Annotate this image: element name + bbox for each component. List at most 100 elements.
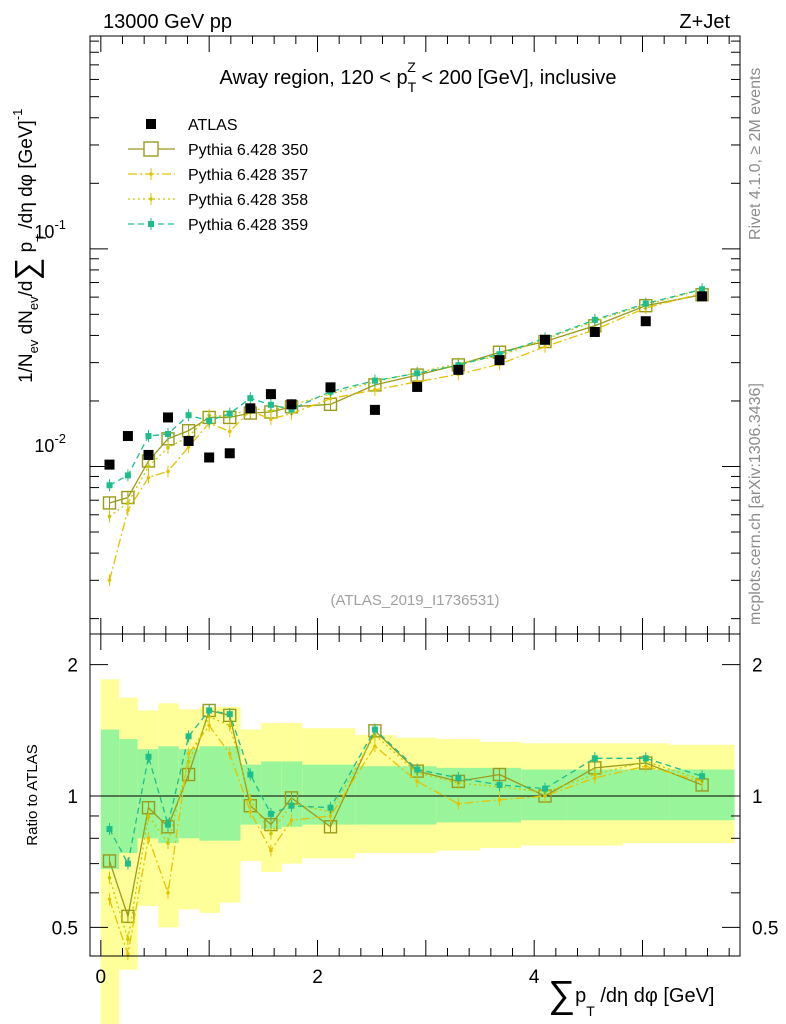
ratio-series-point [373,744,377,749]
atlas-point [143,449,154,460]
main-series-point [269,417,273,421]
atlas-point [286,399,297,410]
ratio-series-point [542,785,548,792]
ratio-stat-band [220,746,241,841]
ratio-series-point [327,804,334,811]
main-series-point [267,401,274,408]
ratio-series-point [248,809,253,814]
ratio-ytick-label-right: 0.5 [752,918,778,939]
legend-label: Pythia 6.428 358 [188,192,308,209]
title-post: < 200 [GeV], inclusive [416,67,617,89]
xlabel-t: T [586,1003,595,1019]
ratio-series-point [415,779,419,784]
atlas-point [163,412,173,423]
title-sub: T [408,79,417,95]
main-series-point [107,514,112,519]
ratio-series-point [145,753,152,760]
main-series-point [145,433,152,440]
main-series-point [106,482,113,489]
main-series-point [226,410,233,417]
ratio-series-point [186,759,191,764]
atlas-point [412,381,423,392]
main-panel: Away region, 120 < pTZ < 200 [GeV], incl… [8,35,741,635]
ratio-series-point [126,952,130,956]
ratio-frame [89,633,741,957]
ratio-series-point [227,751,232,756]
ratio-series-point [181,767,196,782]
ratio-stat-band [302,764,356,825]
ratio-series-point [496,781,503,788]
ratio-series-point [248,798,253,802]
xtick-label: 2 [312,967,323,988]
ratio-series-point [497,798,502,802]
header-right: Z+Jet [679,11,730,33]
main-series-point [288,406,295,413]
ratio-series-point [206,707,213,714]
main-series-point [146,475,151,480]
title-pre: Away region, 120 < p [220,67,408,89]
main-series-point [699,286,706,293]
ratio-series-point [267,810,274,817]
legend-marker [149,197,153,201]
atlas-point [183,435,194,446]
atlas-point [494,355,505,366]
header-left: 13000 GeV pp [103,11,232,33]
xtick-label: 4 [529,967,540,988]
main-axis-ticks [90,36,740,634]
atlas-point [104,459,115,470]
main-series-point [186,445,191,449]
atlas-point [697,291,708,302]
ratio-series-point [207,723,211,728]
main-series-point [185,412,192,419]
legend-label: Pythia 6.428 357 [188,167,308,184]
ratio-series-point [166,891,170,895]
main-series-point [126,508,130,512]
ratio-series-point [121,909,135,924]
main-series-point [102,496,117,510]
atlas-point [245,403,256,414]
ratio-ytick-label-left: 0.5 [52,918,78,939]
legend-marker-atlas [146,119,156,129]
ratio-series-point [288,802,295,809]
ratio-stat-band [199,746,220,841]
ratio-series-point [371,726,378,733]
ratio-series-point [107,897,112,902]
atlas-point [204,452,215,463]
main-series-point [269,409,273,413]
legend-label: ATLAS [188,117,238,134]
atlas-point [453,364,464,375]
ytick-label-1e-2: 10-2 [34,431,66,456]
atlas-point [540,334,550,345]
ratio-series-point [185,733,192,740]
main-series-point [107,578,112,583]
title-sup: Z [407,59,416,75]
ratio-series-point [456,801,461,806]
ratio-ytick-label-left: 1 [67,787,78,808]
main-series-point [247,395,254,402]
ratio-series-point [593,772,597,777]
ratio-series-point [247,771,254,778]
main-series-point [126,501,130,505]
ratio-series-point [414,766,421,773]
atlas-point [224,448,235,459]
ratio-ytick-label-left: 2 [67,656,78,677]
ratio-stat-band [395,766,437,825]
side-text-bottom: mcplots.cern.ch [arXiv:1306.3436] [747,383,764,625]
legend-marker [148,221,154,227]
legend-marker [143,141,159,157]
xlabel-sum: ∑ [548,974,575,1016]
ratio-stat-band [355,766,396,825]
ratio-ytick-label-right: 1 [752,787,763,808]
atlas-point [265,389,276,400]
ratio-series-point [226,711,233,718]
main-series-point [146,464,151,469]
ratio-series-point [591,755,598,762]
atlas-point [640,316,651,327]
atlas-point [589,326,600,337]
ratio-series-point [642,755,649,762]
atlas-point [369,404,380,415]
ratio-series-point [269,831,273,836]
ratio-series-point [166,841,170,845]
ratio-series-point [165,821,171,828]
ratio-series-point [146,836,151,841]
